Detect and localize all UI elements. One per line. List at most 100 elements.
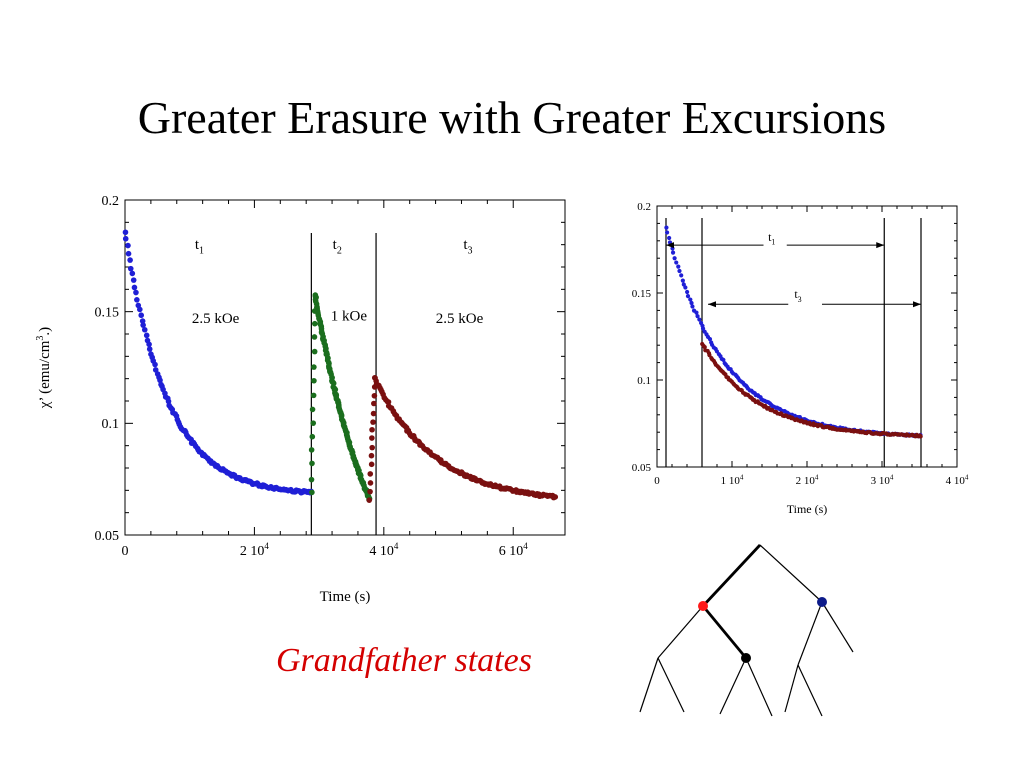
caption-grandfather-states: Grandfather states bbox=[276, 642, 532, 679]
x-axis-label: Time (s) bbox=[320, 589, 371, 605]
x-tick-label: 4 104 bbox=[369, 541, 399, 559]
data-point bbox=[369, 435, 375, 441]
data-point bbox=[368, 461, 375, 468]
x-tick-label: 1 104 bbox=[721, 473, 744, 487]
data-point bbox=[677, 268, 682, 274]
data-point bbox=[674, 260, 679, 265]
data-point bbox=[707, 336, 713, 342]
tree-edge-bold bbox=[701, 605, 748, 659]
arrow-head-right bbox=[876, 242, 885, 249]
series-darkred bbox=[700, 341, 923, 439]
data-point bbox=[137, 306, 143, 313]
tree-node-node_black bbox=[741, 653, 751, 663]
tree-edge-bold bbox=[701, 544, 762, 607]
tree-edge bbox=[745, 657, 773, 717]
data-point bbox=[308, 447, 315, 453]
tree-node-node_blue bbox=[817, 597, 827, 607]
x-tick-label: 0 bbox=[654, 475, 660, 487]
tree-edge bbox=[657, 657, 685, 713]
data-point bbox=[685, 289, 690, 295]
data-point bbox=[679, 273, 684, 278]
data-point bbox=[146, 346, 153, 352]
y-axis-label: χ’ (emu/cm3.) bbox=[35, 327, 53, 409]
data-point bbox=[141, 326, 148, 333]
tree-edge bbox=[797, 601, 823, 666]
data-point bbox=[664, 225, 669, 230]
arrow-head-right bbox=[913, 301, 921, 308]
data-point bbox=[695, 314, 700, 319]
data-point bbox=[311, 334, 318, 340]
x-tick-label: 2 104 bbox=[240, 541, 269, 559]
data-point bbox=[672, 256, 677, 261]
data-point bbox=[371, 392, 378, 399]
data-point bbox=[152, 367, 159, 373]
data-point bbox=[157, 377, 163, 384]
data-point bbox=[311, 320, 318, 327]
data-point bbox=[308, 476, 315, 483]
tree-edge bbox=[821, 601, 854, 653]
y-tick-label: 0.15 bbox=[632, 288, 652, 300]
x-tick-label: 4 104 bbox=[946, 473, 969, 487]
data-point bbox=[689, 300, 694, 306]
data-point bbox=[688, 297, 693, 302]
y-tick-label: 0.2 bbox=[637, 201, 651, 213]
y-tick-label: 0.15 bbox=[95, 306, 120, 321]
y-tick-label: 0.1 bbox=[102, 417, 120, 432]
data-point bbox=[134, 297, 140, 303]
data-point bbox=[369, 444, 375, 451]
data-point bbox=[694, 310, 699, 315]
data-point bbox=[664, 230, 670, 235]
annotation-label: t3 bbox=[463, 237, 472, 257]
data-point bbox=[685, 294, 691, 299]
tree-edge bbox=[639, 657, 659, 713]
data-point bbox=[310, 392, 317, 399]
data-point bbox=[676, 264, 681, 269]
data-point bbox=[139, 318, 146, 324]
data-point bbox=[680, 278, 685, 283]
annotation-label: 2.5 kOe bbox=[436, 311, 484, 327]
tree-edge bbox=[719, 657, 747, 715]
data-point bbox=[697, 317, 702, 322]
data-point bbox=[702, 344, 707, 350]
x-tick-label: 3 104 bbox=[871, 473, 894, 487]
data-point bbox=[367, 480, 374, 486]
data-point bbox=[152, 361, 158, 368]
data-point bbox=[311, 348, 318, 355]
tree-edge bbox=[797, 664, 823, 717]
data-point bbox=[310, 420, 317, 426]
data-point bbox=[683, 285, 688, 290]
data-point bbox=[311, 364, 317, 370]
x-tick-label: 2 104 bbox=[796, 473, 819, 487]
tree-node-node_red bbox=[698, 601, 708, 611]
data-point bbox=[138, 312, 145, 319]
data-point bbox=[552, 494, 559, 500]
data-point bbox=[130, 277, 137, 283]
data-point bbox=[125, 242, 131, 249]
data-point bbox=[140, 322, 146, 328]
tree-edge bbox=[759, 544, 823, 603]
data-point bbox=[670, 250, 676, 255]
data-point bbox=[311, 377, 317, 384]
data-point bbox=[309, 433, 316, 440]
arrow-head-left bbox=[666, 242, 674, 249]
y-tick-label: 0.05 bbox=[95, 529, 120, 544]
data-point bbox=[127, 257, 133, 263]
slide-title: Greater Erasure with Greater Excursions bbox=[137, 92, 887, 143]
data-point bbox=[385, 399, 392, 405]
data-point bbox=[369, 426, 375, 433]
annotation-label: 1 kOe bbox=[331, 309, 368, 325]
annotation-label: t1 bbox=[195, 237, 204, 257]
data-point bbox=[309, 406, 316, 413]
data-point bbox=[368, 452, 375, 459]
data-point bbox=[918, 434, 923, 439]
tree-edge bbox=[657, 605, 704, 659]
data-point bbox=[125, 250, 132, 257]
data-point bbox=[122, 235, 129, 242]
data-point bbox=[367, 488, 373, 495]
data-point bbox=[133, 289, 139, 296]
annotation-label: t3 bbox=[794, 287, 801, 304]
data-point bbox=[367, 471, 374, 477]
